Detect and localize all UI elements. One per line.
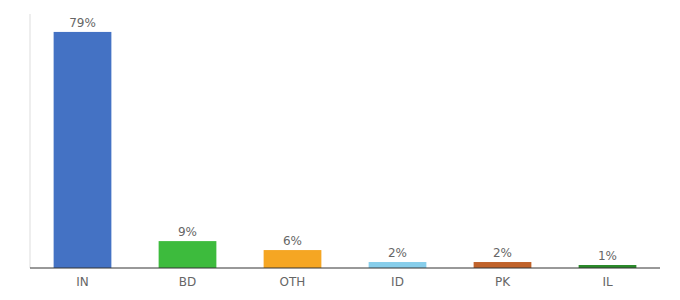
chart-container: 79% 9% 6% 2% 2% 1% IN BD OTH ID PK IL [0,0,680,300]
x-tick-label: ID [391,275,404,289]
x-axis: IN BD OTH ID PK IL [30,14,660,289]
y-axis-line [30,14,31,268]
chart: 79% 9% 6% 2% 2% 1% IN BD OTH ID PK IL [0,0,680,300]
data-label: 2% [493,246,512,260]
bar [474,262,532,268]
x-tick-label: BD [179,275,196,289]
data-label: 2% [388,246,407,260]
data-labels: 79% 9% 6% 2% 2% 1% [69,16,617,263]
x-tick-label: PK [495,275,511,289]
bar [264,250,322,268]
bars [54,32,637,268]
bar [159,241,217,268]
x-axis-line [30,268,660,269]
x-tick-label: IN [76,275,89,289]
x-tick-label: OTH [280,275,306,289]
bar [54,32,112,268]
x-tick-label: IL [602,275,613,289]
data-label: 6% [283,234,302,248]
bar [369,262,427,268]
data-label: 1% [598,249,617,263]
data-label: 9% [178,225,197,239]
data-label: 79% [69,16,96,30]
